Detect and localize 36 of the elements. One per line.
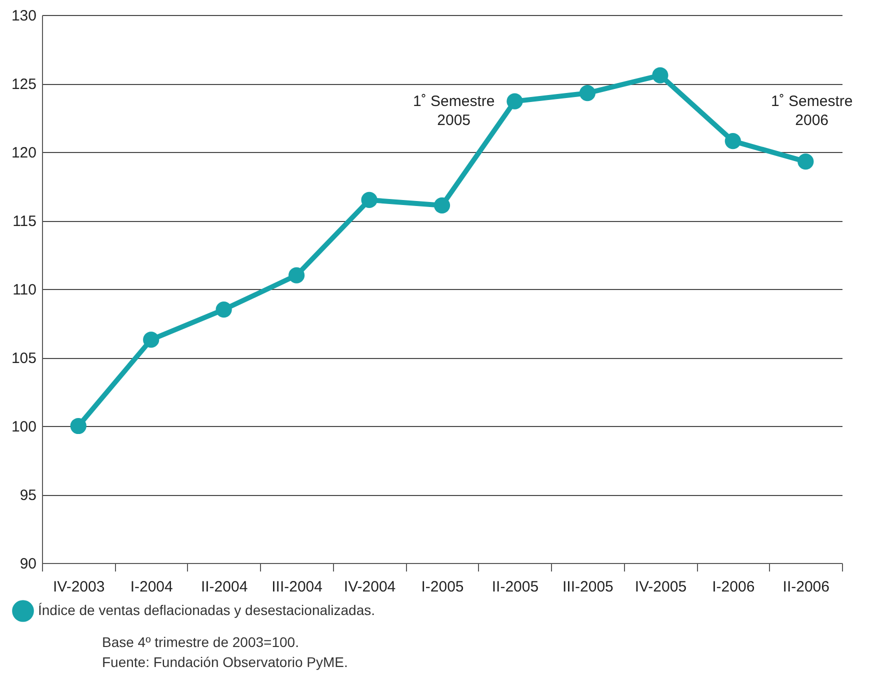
point — [216, 302, 232, 318]
point — [724, 132, 741, 150]
y-tick-label: 100 — [11, 418, 36, 436]
y-tick-label: 130 — [11, 8, 36, 24]
source-note: Fuente: Fundación Observatorio PyME. — [102, 653, 348, 672]
point — [652, 67, 668, 84]
x-tick-label: II-2005 — [492, 578, 539, 596]
x-tick-label: IV-2005 — [634, 578, 687, 596]
point — [70, 418, 86, 434]
y-tick-label: 105 — [11, 350, 36, 367]
point — [798, 154, 814, 170]
x-tick-label: III-2004 — [272, 578, 322, 596]
x-tick-label: IV-2003 — [53, 578, 105, 596]
x-tick-label: III-2005 — [562, 578, 614, 596]
x-tick-label: II-2006 — [782, 578, 830, 596]
legend-label: Índice de ventas deflacionadas y desestacionalizadas. — [38, 602, 375, 618]
y-tick-label: 125 — [11, 76, 36, 93]
x-tick-label: I-2005 — [421, 578, 464, 596]
x-tick-label: II-2004 — [200, 578, 248, 596]
point — [143, 332, 160, 348]
y-tick-label: 115 — [12, 213, 36, 230]
annotation: 1˚ Semestre 2006 — [771, 92, 853, 130]
point — [361, 192, 378, 208]
y-tick-label: 90 — [20, 556, 36, 572]
point — [506, 93, 523, 110]
text: Base 4º trimestre de 2003=100. — [102, 633, 300, 652]
y-tick-label: 110 — [12, 282, 36, 298]
y-tick-label: 120 — [11, 144, 36, 162]
annotation: 1˚ Semestre 2005 — [413, 92, 495, 130]
point — [288, 267, 305, 284]
x-tick-label: I-2004 — [130, 578, 173, 596]
point — [434, 197, 450, 214]
x-tick-label: IV-2004 — [344, 578, 396, 596]
x-tick-label: I-2006 — [712, 578, 755, 596]
point — [579, 85, 596, 102]
y-tick-label: 95 — [20, 487, 36, 504]
